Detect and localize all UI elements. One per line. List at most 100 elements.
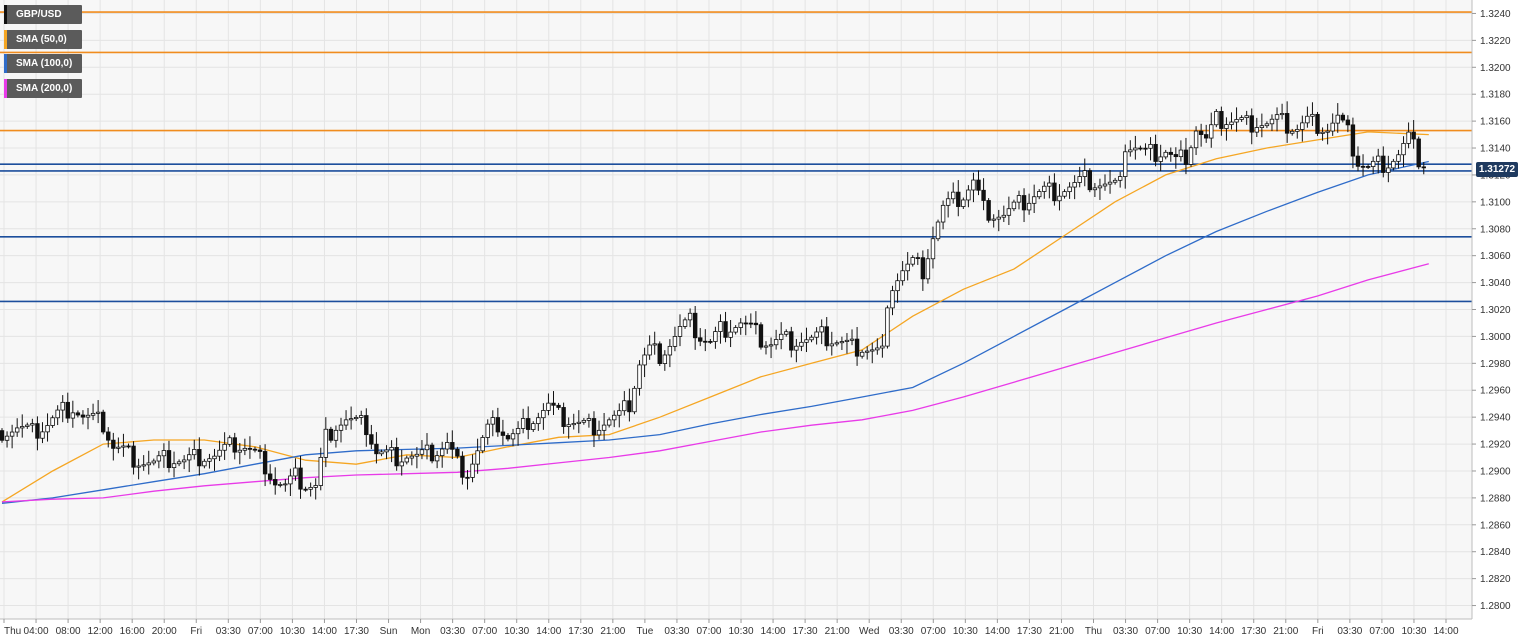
legend-item-sma200[interactable]: SMA (200,0)	[4, 78, 82, 98]
candle-body	[1016, 195, 1022, 203]
candle-body	[682, 319, 688, 327]
x-tick-label: 12:00	[88, 626, 113, 637]
candle-body	[1133, 147, 1138, 151]
candle-body	[419, 449, 425, 455]
candle-body	[1300, 122, 1305, 130]
y-tick-label: 1.3220	[1480, 36, 1511, 47]
x-tick-label: 07:00	[696, 626, 721, 637]
x-tick-label: Thu	[1085, 626, 1102, 637]
candle-body	[1224, 124, 1229, 129]
candle-body	[171, 463, 177, 469]
candle-body	[900, 270, 905, 282]
candle-body	[799, 341, 804, 347]
candle-body	[784, 331, 789, 335]
candle-body	[465, 476, 470, 479]
candle-body	[1117, 176, 1123, 181]
chart-legend: GBP/USD SMA (50,0) SMA (100,0) SMA (200,…	[4, 5, 82, 103]
legend-item-sma50[interactable]: SMA (50,0)	[4, 29, 82, 49]
candle-body	[121, 445, 126, 448]
candle-body	[288, 475, 293, 485]
candle-body	[247, 447, 253, 450]
x-tick-label: 17:30	[568, 626, 593, 637]
candle-body	[202, 460, 207, 467]
y-tick-label: 1.2980	[1480, 359, 1511, 370]
candle-body	[1031, 196, 1037, 204]
candle-body	[1072, 182, 1077, 188]
candle-body	[1062, 191, 1067, 197]
candle-body	[819, 326, 824, 333]
candle-body	[293, 467, 298, 477]
candle-body	[1219, 111, 1224, 129]
candle-body	[849, 338, 855, 341]
candle-body	[733, 327, 738, 333]
candle-body	[131, 445, 136, 468]
candle-body	[1143, 147, 1148, 150]
candle-body	[637, 364, 642, 389]
y-tick-label: 1.3020	[1480, 305, 1511, 316]
candle-body	[738, 322, 743, 328]
x-tick-label: 03:30	[440, 626, 465, 637]
candle-body	[935, 221, 941, 240]
candle-body	[1284, 113, 1290, 134]
candle-body	[95, 411, 101, 414]
candle-body	[510, 433, 516, 440]
candle-body	[1416, 138, 1421, 168]
sma-line-50	[1, 131, 1429, 503]
candle-body	[692, 312, 698, 339]
candle-body	[1214, 111, 1219, 126]
candle-body	[252, 448, 258, 451]
candle-body	[728, 331, 733, 338]
candle-body	[4, 435, 10, 441]
candle-body	[14, 427, 20, 433]
y-tick-label: 1.2920	[1480, 440, 1511, 451]
y-tick-label: 1.2900	[1480, 466, 1511, 477]
candle-body	[283, 483, 288, 486]
candle-body	[920, 257, 926, 280]
sma-line-200	[1, 263, 1429, 503]
candle-body	[1376, 155, 1381, 162]
x-tick-label: 14:00	[1209, 626, 1234, 637]
candle-body	[1178, 149, 1184, 158]
candle-body	[951, 191, 956, 200]
candle-body	[455, 448, 460, 457]
candle-body	[1229, 121, 1234, 126]
candle-body	[1274, 114, 1280, 120]
candle-body	[1082, 170, 1087, 177]
candle-body	[394, 447, 399, 467]
candle-body	[571, 423, 576, 426]
candle-body	[612, 414, 617, 421]
candle-body	[1128, 149, 1133, 153]
candle-body	[45, 425, 50, 433]
candle-body	[1345, 119, 1351, 126]
candle-body	[1001, 214, 1007, 218]
candle-body	[1249, 115, 1254, 133]
candle-body	[763, 345, 769, 348]
candle-body	[875, 347, 880, 351]
candle-body	[556, 404, 561, 408]
candle-body	[996, 216, 1001, 220]
candle-body	[80, 414, 86, 418]
legend-item-sma100[interactable]: SMA (100,0)	[4, 54, 82, 73]
candle-body	[262, 451, 268, 475]
candle-body	[632, 387, 637, 413]
legend-item-gbpusd[interactable]: GBP/USD	[4, 5, 82, 24]
candle-body	[1279, 113, 1285, 116]
candle-body	[25, 424, 30, 427]
y-tick-label: 1.2820	[1480, 574, 1511, 585]
candle-body	[1295, 129, 1300, 132]
candle-body	[90, 412, 96, 416]
candle-body	[475, 450, 480, 465]
candle-body	[976, 179, 981, 191]
candle-body	[343, 419, 349, 426]
candle-body	[1360, 165, 1366, 168]
candle-body	[328, 428, 334, 441]
candle-body	[1052, 182, 1057, 202]
candle-body	[1355, 155, 1361, 167]
candle-body	[1011, 201, 1017, 210]
candle-body	[1047, 182, 1052, 187]
candle-body	[546, 402, 551, 411]
candle-body	[718, 321, 723, 332]
candle-body	[222, 443, 227, 451]
candle-body	[956, 191, 961, 207]
x-tick-label: 20:00	[152, 626, 177, 637]
